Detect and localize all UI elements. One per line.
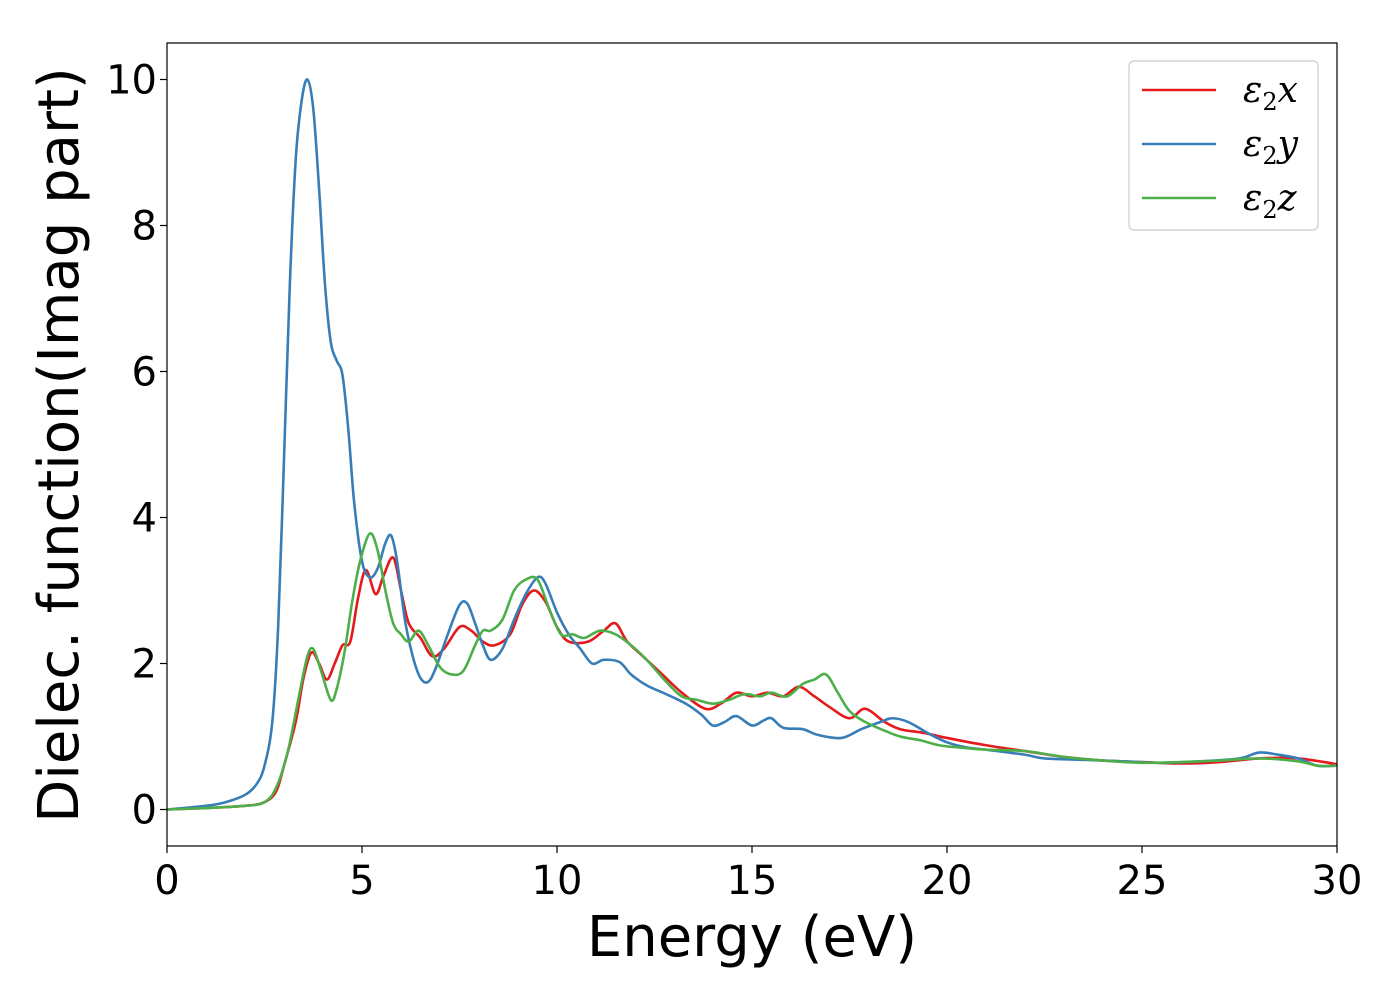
x-tick-label: 30 — [1312, 858, 1363, 904]
y-tick-label: 2 — [132, 642, 157, 688]
x-tick-label: 15 — [727, 858, 778, 904]
x-tick-label: 10 — [532, 858, 583, 904]
legend: ε2x ε2y ε2z — [1128, 60, 1319, 231]
legend-label-x: ε2x — [1243, 70, 1298, 116]
y-axis-ticks: 0 2 4 6 8 10 — [106, 58, 167, 834]
x-tick-label: 20 — [922, 858, 973, 904]
y-axis-title: Dielec. function(Imag part) — [27, 67, 92, 823]
series-line-y — [166, 78, 1338, 811]
series-line-z — [166, 532, 1338, 811]
x-tick-label: 0 — [154, 858, 179, 904]
legend-label-y: ε2y — [1243, 124, 1299, 170]
x-axis-title: Energy (eV) — [587, 905, 917, 970]
y-tick-label: 4 — [132, 496, 157, 542]
x-tick-label: 5 — [349, 858, 374, 904]
y-tick-label: 6 — [132, 350, 157, 396]
y-tick-label: 0 — [132, 788, 157, 834]
y-tick-label: 8 — [132, 204, 157, 250]
x-axis-ticks: 0 5 10 15 20 25 30 — [154, 846, 1362, 904]
legend-label-z: ε2z — [1243, 178, 1298, 224]
series-layer — [166, 78, 1338, 811]
legend-frame — [1128, 60, 1319, 231]
x-tick-label: 25 — [1117, 858, 1168, 904]
y-tick-label: 10 — [106, 58, 157, 104]
